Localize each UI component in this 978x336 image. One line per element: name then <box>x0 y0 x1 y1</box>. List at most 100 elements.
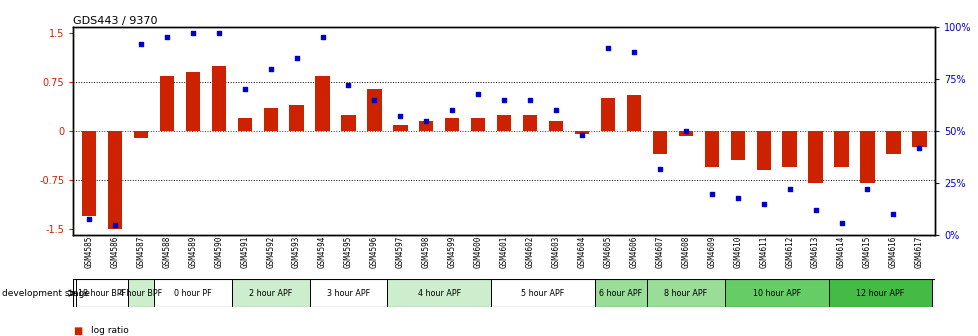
Bar <box>470 118 485 131</box>
Bar <box>309 279 387 307</box>
Text: GSM4611: GSM4611 <box>758 236 768 268</box>
Text: GSM4585: GSM4585 <box>84 236 94 268</box>
Text: GSM4591: GSM4591 <box>240 236 249 268</box>
Text: 4 hour BPF: 4 hour BPF <box>119 289 162 298</box>
Bar <box>595 279 646 307</box>
Bar <box>393 125 407 131</box>
Text: 10 hour APF: 10 hour APF <box>752 289 800 298</box>
Bar <box>574 131 589 134</box>
Bar <box>211 66 226 131</box>
Bar <box>549 121 562 131</box>
Point <box>911 145 926 151</box>
Text: GSM4596: GSM4596 <box>370 236 378 268</box>
Text: 18 hour BPF: 18 hour BPF <box>78 289 126 298</box>
Text: development stage: development stage <box>2 289 90 298</box>
Bar <box>232 279 309 307</box>
Bar <box>341 115 355 131</box>
Bar <box>626 95 641 131</box>
Text: GSM4608: GSM4608 <box>681 236 689 268</box>
Point <box>237 87 252 92</box>
Bar <box>678 131 692 136</box>
Text: GSM4586: GSM4586 <box>111 236 119 268</box>
Text: GSM4605: GSM4605 <box>602 236 612 268</box>
Text: GSM4597: GSM4597 <box>395 236 405 268</box>
Bar <box>289 105 303 131</box>
Bar <box>724 279 827 307</box>
Text: GSM4607: GSM4607 <box>654 236 664 268</box>
Text: GDS443 / 9370: GDS443 / 9370 <box>73 16 157 26</box>
Text: GSM4594: GSM4594 <box>318 236 327 268</box>
Text: GSM4614: GSM4614 <box>836 236 845 268</box>
Point <box>781 187 797 192</box>
Point <box>730 195 745 200</box>
Text: GSM4592: GSM4592 <box>266 236 275 268</box>
Point <box>755 201 771 207</box>
Point <box>522 97 538 102</box>
Bar <box>522 115 537 131</box>
Bar <box>911 131 925 147</box>
Point <box>703 191 719 196</box>
Point <box>418 118 433 123</box>
Point <box>807 208 822 213</box>
Point <box>678 128 693 134</box>
Text: 5 hour APF: 5 hour APF <box>521 289 564 298</box>
Bar <box>808 131 822 183</box>
Bar <box>833 131 848 167</box>
Text: GSM4599: GSM4599 <box>447 236 457 268</box>
Text: 4 hour APF: 4 hour APF <box>418 289 461 298</box>
Bar <box>652 131 666 154</box>
Point <box>885 212 901 217</box>
Bar <box>491 279 595 307</box>
Text: GSM4613: GSM4613 <box>810 236 820 268</box>
Point <box>392 114 408 119</box>
Bar <box>885 131 900 154</box>
Point <box>210 31 226 36</box>
Bar <box>600 98 614 131</box>
Text: GSM4602: GSM4602 <box>525 236 534 268</box>
Bar <box>387 279 491 307</box>
Point <box>833 220 849 225</box>
Bar <box>827 279 931 307</box>
Point <box>340 83 356 88</box>
Point <box>859 187 874 192</box>
Text: 8 hour APF: 8 hour APF <box>664 289 707 298</box>
Bar <box>76 279 128 307</box>
Text: log ratio: log ratio <box>91 327 129 335</box>
Text: GSM4588: GSM4588 <box>162 236 171 268</box>
Bar <box>128 279 154 307</box>
Point <box>133 41 149 46</box>
Bar <box>646 279 724 307</box>
Text: GSM4598: GSM4598 <box>422 236 430 268</box>
Text: GSM4617: GSM4617 <box>913 236 923 268</box>
Point <box>496 97 511 102</box>
Point <box>158 35 174 40</box>
Bar <box>419 121 433 131</box>
Text: GSM4601: GSM4601 <box>499 236 509 268</box>
Point <box>81 216 97 221</box>
Bar <box>315 76 330 131</box>
Point <box>626 49 642 54</box>
Bar <box>704 131 718 167</box>
Point <box>574 132 590 138</box>
Text: GSM4604: GSM4604 <box>577 236 586 268</box>
Point <box>548 108 563 113</box>
Text: GSM4603: GSM4603 <box>551 236 560 268</box>
Text: GSM4610: GSM4610 <box>733 236 741 268</box>
Text: 0 hour PF: 0 hour PF <box>174 289 211 298</box>
Text: GSM4590: GSM4590 <box>214 236 223 268</box>
Text: 6 hour APF: 6 hour APF <box>599 289 642 298</box>
Point <box>651 166 667 171</box>
Bar <box>756 131 770 170</box>
Point <box>107 222 122 227</box>
Text: GSM4587: GSM4587 <box>136 236 146 268</box>
Text: GSM4615: GSM4615 <box>862 236 871 268</box>
Point <box>469 91 485 96</box>
Bar <box>367 89 381 131</box>
Bar <box>186 73 200 131</box>
Bar <box>82 131 96 216</box>
Bar <box>860 131 873 183</box>
Text: 3 hour APF: 3 hour APF <box>327 289 370 298</box>
Bar <box>134 131 148 137</box>
Bar <box>263 108 278 131</box>
Text: GSM4600: GSM4600 <box>473 236 482 268</box>
